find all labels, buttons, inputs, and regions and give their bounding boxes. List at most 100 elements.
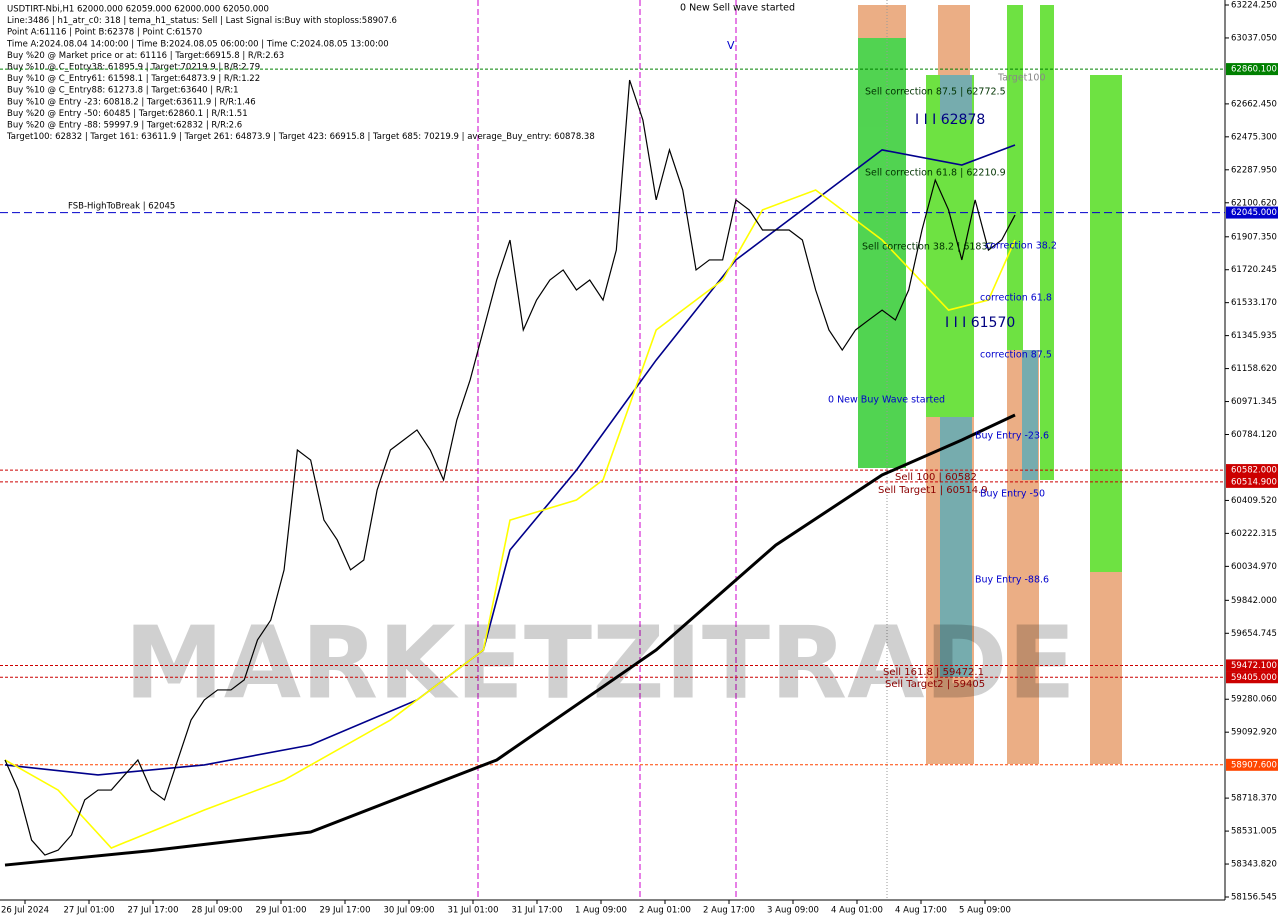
annotation: Sell correction 87.5 | 62772.5 xyxy=(865,87,1006,98)
y-tick-label: 61345.935 xyxy=(1231,331,1277,341)
zone xyxy=(858,38,906,468)
level-label-box xyxy=(1226,659,1278,672)
info-line: Buy %10 @ C_Entry38: 61895.9 | Target:70… xyxy=(7,63,260,73)
level-label-box xyxy=(1226,758,1278,771)
y-tick-label: 63037.050 xyxy=(1231,33,1277,43)
y-tick-label: 62287.950 xyxy=(1231,165,1277,175)
annotation: V xyxy=(727,39,735,52)
info-panel: USDTIRT-Nbi,H1 62000.000 62059.000 62000… xyxy=(6,5,595,143)
zone xyxy=(926,75,974,470)
x-tick-label: 2 Aug 17:00 xyxy=(703,906,755,916)
level-label: 60514.900 xyxy=(1231,477,1277,487)
y-tick-label: 60222.315 xyxy=(1231,529,1277,539)
annotation: 0 New Sell wave started xyxy=(680,3,795,14)
annotation: Sell correction 38.2 | 61837 xyxy=(862,242,994,253)
y-tick-label: 59654.745 xyxy=(1231,629,1277,639)
zones xyxy=(858,5,1122,764)
annotation: Buy Entry -88.6 xyxy=(975,575,1049,586)
x-tick-label: 26 Jul 2024 xyxy=(1,906,49,916)
y-tick-label: 59092.920 xyxy=(1231,728,1277,738)
y-tick-label: 61158.620 xyxy=(1231,364,1277,374)
y-tick-label: 61907.350 xyxy=(1231,232,1277,242)
y-tick-label: 59280.060 xyxy=(1231,695,1277,705)
zone xyxy=(858,5,906,38)
y-tick-label: 58718.370 xyxy=(1231,794,1277,804)
annotation: 0 New Buy Wave started xyxy=(828,395,945,406)
info-line: Buy %20 @ Market price or at: 61116 | Ta… xyxy=(7,51,284,61)
moving-average xyxy=(4,413,1016,867)
x-tick-label: 2 Aug 01:00 xyxy=(639,906,691,916)
info-line: Buy %10 @ C_Entry61: 61598.1 | Target:64… xyxy=(7,74,260,84)
annotation: I I I 61570 xyxy=(945,315,1015,331)
annotation: Sell 161.8 | 59472.1 xyxy=(883,667,984,678)
zone xyxy=(1040,5,1054,480)
annotation: Buy Entry -50 xyxy=(980,489,1045,500)
annotation: FSB-HighToBreak | 62045 xyxy=(68,202,175,212)
info-line: Buy %20 @ Entry -50: 60485 | Target:6286… xyxy=(7,109,248,119)
x-tick-label: 29 Jul 01:00 xyxy=(256,906,307,916)
zone xyxy=(1090,75,1122,572)
y-tick-label: 60784.120 xyxy=(1231,430,1277,440)
level-label: 62045.000 xyxy=(1231,208,1277,218)
level-label-box xyxy=(1226,63,1278,76)
info-line: Time A:2024.08.04 14:00:00 | Time B:2024… xyxy=(6,39,389,49)
x-tick-label: 31 Jul 01:00 xyxy=(448,906,499,916)
y-tick-label: 62475.300 xyxy=(1231,132,1277,142)
x-tick-label: 4 Aug 17:00 xyxy=(895,906,947,916)
level-label-box xyxy=(1226,475,1278,488)
y-tick-label: 59842.000 xyxy=(1231,596,1277,606)
zone xyxy=(1090,572,1122,764)
level-label: 59472.100 xyxy=(1231,661,1277,671)
x-tick-label: 27 Jul 17:00 xyxy=(128,906,179,916)
x-tick-label: 5 Aug 09:00 xyxy=(959,906,1011,916)
y-tick-label: 58156.545 xyxy=(1231,893,1277,903)
y-tick-label: 62100.620 xyxy=(1231,198,1277,208)
level-label: 62860.100 xyxy=(1231,65,1277,75)
annotation: Sell correction 61.8 | 62210.9 xyxy=(865,168,1006,179)
y-tick-label: 61720.245 xyxy=(1231,265,1277,275)
level-label: 59405.000 xyxy=(1231,673,1277,683)
annotation: correction 87.5 xyxy=(980,350,1052,361)
moving-average xyxy=(4,189,1016,849)
info-line: Buy %20 @ Entry -88: 59997.9 | Target:62… xyxy=(7,121,242,131)
info-line: USDTIRT-Nbi,H1 62000.000 62059.000 62000… xyxy=(7,5,269,15)
zone xyxy=(1022,350,1038,480)
x-tick-label: 30 Jul 09:00 xyxy=(384,906,435,916)
y-tick-label: 62662.450 xyxy=(1231,99,1277,109)
annotation: correction 38.2 xyxy=(985,241,1057,252)
annotation: correction 61.8 xyxy=(980,293,1052,304)
annotation: Target100 xyxy=(997,73,1046,84)
info-line: Buy %10 @ C_Entry88: 61273.8 | Target:63… xyxy=(7,86,239,96)
zone xyxy=(940,417,972,677)
x-tick-label: 1 Aug 09:00 xyxy=(575,906,627,916)
info-line: Buy %10 @ Entry -23: 60818.2 | Target:63… xyxy=(7,97,256,107)
y-tick-label: 60971.345 xyxy=(1231,397,1277,407)
annotation: Sell Target2 | 59405 xyxy=(885,679,985,690)
x-tick-label: 27 Jul 01:00 xyxy=(64,906,115,916)
zone xyxy=(938,5,970,75)
separators xyxy=(477,0,888,900)
level-label-box xyxy=(1226,206,1278,219)
level-label-box xyxy=(1226,671,1278,684)
watermark: MARKETZITRADE xyxy=(124,604,1076,721)
level-label-box xyxy=(1226,464,1278,477)
annotation: Sell Target1 | 60514.9 xyxy=(878,485,988,496)
annotation: I I I 62878 xyxy=(915,112,985,128)
x-tick-label: 3 Aug 09:00 xyxy=(767,906,819,916)
zone xyxy=(940,75,972,120)
info-line: Line:3486 | h1_atr_c0: 318 | tema_h1_sta… xyxy=(7,16,397,26)
price-line xyxy=(4,79,1016,856)
x-tick-label: 28 Jul 09:00 xyxy=(192,906,243,916)
x-tick-label: 4 Aug 01:00 xyxy=(831,906,883,916)
info-line: Target100: 62832 | Target 161: 63611.9 |… xyxy=(6,132,595,142)
y-tick-label: 60409.520 xyxy=(1231,496,1277,506)
annotation: Sell 100 | 60582 xyxy=(895,472,977,483)
annotation: Buy Entry -23.6 xyxy=(975,431,1049,442)
y-tick-label: 61533.170 xyxy=(1231,298,1277,308)
x-tick-label: 31 Jul 17:00 xyxy=(512,906,563,916)
y-tick-label: 58531.005 xyxy=(1231,827,1277,837)
y-tick-label: 58343.820 xyxy=(1231,860,1277,870)
x-tick-label: 29 Jul 17:00 xyxy=(320,906,371,916)
